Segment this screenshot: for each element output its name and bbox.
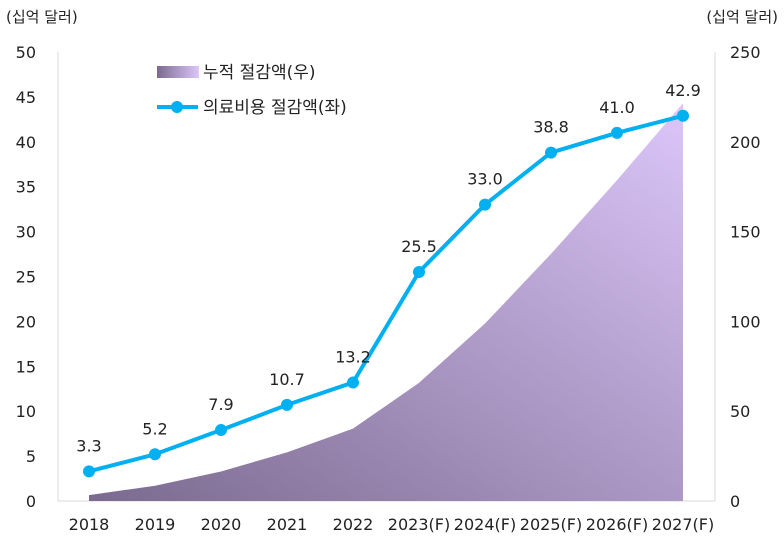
data-point bbox=[545, 146, 557, 159]
data-point bbox=[413, 266, 425, 279]
x-tick-label: 2021 bbox=[267, 515, 308, 534]
data-point bbox=[215, 424, 227, 437]
left-tick-label: 5 bbox=[26, 447, 36, 466]
data-point bbox=[677, 109, 689, 122]
left-tick-label: 10 bbox=[16, 402, 36, 421]
data-point bbox=[611, 126, 623, 139]
left-tick-label: 35 bbox=[16, 178, 36, 197]
right-tick-label: 250 bbox=[730, 43, 761, 62]
right-tick-label: 150 bbox=[730, 223, 761, 242]
data-label: 41.0 bbox=[599, 98, 635, 117]
data-label: 10.7 bbox=[269, 370, 305, 389]
data-point bbox=[149, 448, 161, 461]
left-tick-label: 25 bbox=[16, 268, 36, 287]
data-label: 38.8 bbox=[533, 118, 569, 137]
legend: 누적 절감액(우) 의료비용 절감액(좌) bbox=[157, 63, 347, 118]
x-tick-label: 2027(F) bbox=[652, 515, 714, 534]
x-tick-label: 2024(F) bbox=[454, 515, 516, 534]
data-point bbox=[281, 398, 293, 411]
x-tick-label: 2019 bbox=[135, 515, 176, 534]
data-point bbox=[479, 198, 491, 211]
data-label: 42.9 bbox=[665, 81, 701, 100]
right-tick-label: 50 bbox=[730, 402, 750, 421]
data-label: 3.3 bbox=[76, 436, 101, 455]
legend-area-swatch bbox=[157, 66, 199, 78]
left-axis-unit: (십억 달러) bbox=[6, 8, 78, 26]
left-tick-label: 40 bbox=[16, 133, 36, 152]
left-tick-label: 15 bbox=[16, 357, 36, 376]
right-tick-label: 100 bbox=[730, 312, 761, 331]
x-tick-label: 2020 bbox=[201, 515, 242, 534]
right-axis-unit: (십억 달러) bbox=[706, 8, 778, 26]
left-tick-label: 45 bbox=[16, 88, 36, 107]
left-tick-label: 0 bbox=[26, 492, 36, 511]
cumulative-savings-area bbox=[89, 103, 683, 501]
data-label: 7.9 bbox=[208, 395, 233, 414]
left-tick-label: 30 bbox=[16, 223, 36, 242]
legend-line-label: 의료비용 절감액(좌) bbox=[203, 98, 347, 118]
data-label: 25.5 bbox=[401, 237, 437, 256]
legend-area-label: 누적 절감액(우) bbox=[203, 63, 316, 83]
x-tick-label: 2025(F) bbox=[520, 515, 582, 534]
x-tick-label: 2026(F) bbox=[586, 515, 648, 534]
data-point bbox=[347, 376, 359, 389]
left-tick-label: 50 bbox=[16, 43, 36, 62]
data-label: 33.0 bbox=[467, 170, 503, 189]
data-label: 5.2 bbox=[142, 419, 167, 438]
left-tick-label: 20 bbox=[16, 312, 36, 331]
x-tick-label: 2022 bbox=[333, 515, 374, 534]
right-tick-label: 200 bbox=[730, 133, 761, 152]
right-tick-label: 0 bbox=[730, 492, 740, 511]
medical-savings-line bbox=[88, 113, 684, 474]
x-tick-label: 2023(F) bbox=[388, 515, 450, 534]
x-tick-label: 2018 bbox=[69, 515, 110, 534]
data-point bbox=[83, 465, 95, 478]
data-label: 13.2 bbox=[335, 347, 371, 366]
legend-line-marker bbox=[171, 101, 183, 113]
